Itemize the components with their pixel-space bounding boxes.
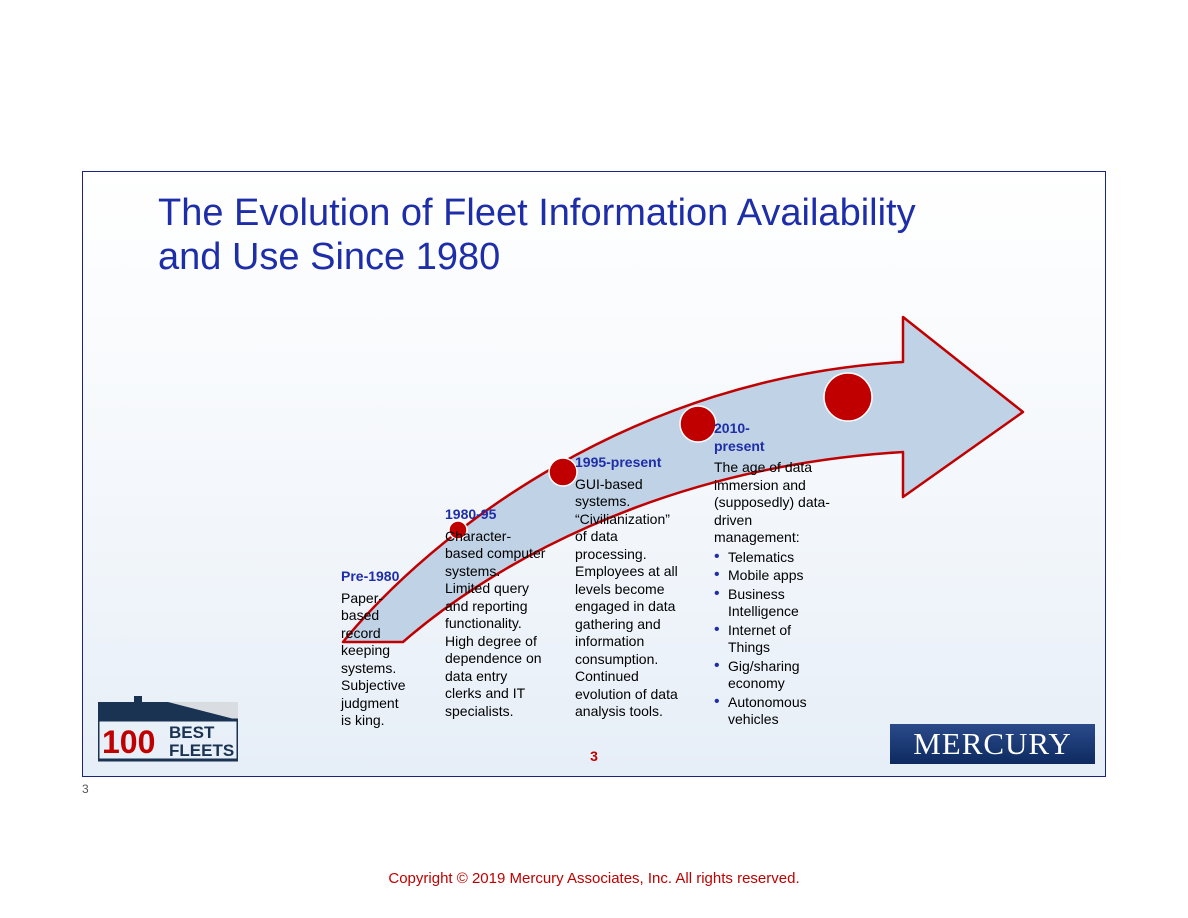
era-block-2: 1980-95 Character- based computer system…	[445, 506, 570, 720]
era-title: 1980-95	[445, 506, 570, 524]
era-body: GUI-based systems. “Civilianization” of …	[575, 476, 710, 721]
era-title: 1995-present	[575, 454, 710, 472]
era-block-3: 1995-present GUI-based systems. “Civilia…	[575, 454, 710, 721]
era-block-4: 2010- present The age of data immersion …	[714, 420, 864, 730]
era-dot-2	[549, 458, 577, 486]
logo-num: 100	[102, 724, 155, 760]
era-title: 2010- present	[714, 420, 864, 455]
era-body: Paper- based record keeping systems. Sub…	[341, 590, 426, 730]
slide-title: The Evolution of Fleet Information Avail…	[158, 192, 978, 279]
slide-number-outer: 3	[82, 782, 89, 796]
logo-mercury: MERCURY	[890, 724, 1095, 764]
era-body: The age of data immersion and (supposedl…	[714, 459, 864, 547]
era-dot-3	[680, 406, 716, 442]
era-bullet: Autonomous vehicles	[728, 694, 864, 729]
era-title: Pre-1980	[341, 568, 426, 586]
slide-number-inner: 3	[590, 748, 598, 764]
era-bullet: Gig/sharing economy	[728, 658, 864, 693]
copyright-line: Copyright © 2019 Mercury Associates, Inc…	[388, 870, 799, 887]
logo-100-best-fleets: 100 BEST FLEETS	[98, 694, 238, 764]
era-bullet: Telematics	[728, 549, 864, 567]
era-bullet: Business Intelligence	[728, 586, 864, 621]
logo-best: BEST	[169, 723, 215, 742]
era-block-1: Pre-1980 Paper- based record keeping sys…	[341, 568, 426, 730]
slide-container: The Evolution of Fleet Information Avail…	[82, 171, 1106, 777]
logo-fleets: FLEETS	[169, 741, 234, 760]
era-bullet-list: Telematics Mobile apps Business Intellig…	[714, 549, 864, 729]
era-dot-4	[824, 373, 872, 421]
era-bullet: Mobile apps	[728, 567, 864, 585]
era-body: Character- based computer systems. Limit…	[445, 528, 570, 721]
era-bullet: Internet of Things	[728, 622, 864, 657]
